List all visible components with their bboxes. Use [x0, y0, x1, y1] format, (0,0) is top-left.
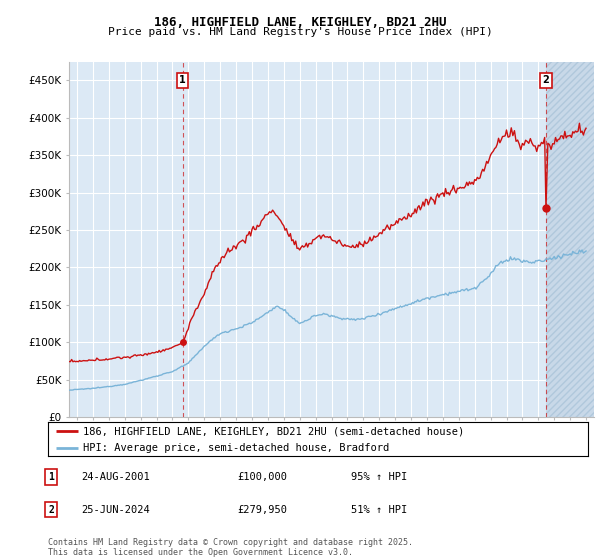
Text: 24-AUG-2001: 24-AUG-2001 [81, 472, 150, 482]
Text: Contains HM Land Registry data © Crown copyright and database right 2025.
This d: Contains HM Land Registry data © Crown c… [48, 538, 413, 557]
Text: 1: 1 [48, 472, 54, 482]
Text: 25-JUN-2024: 25-JUN-2024 [81, 505, 150, 515]
Text: 2: 2 [48, 505, 54, 515]
Text: £279,950: £279,950 [237, 505, 287, 515]
Text: 95% ↑ HPI: 95% ↑ HPI [351, 472, 407, 482]
Text: £100,000: £100,000 [237, 472, 287, 482]
Bar [546, 62, 594, 417]
Text: 186, HIGHFIELD LANE, KEIGHLEY, BD21 2HU (semi-detached house): 186, HIGHFIELD LANE, KEIGHLEY, BD21 2HU … [83, 426, 464, 436]
Text: HPI: Average price, semi-detached house, Bradford: HPI: Average price, semi-detached house,… [83, 443, 389, 452]
Text: Price paid vs. HM Land Registry's House Price Index (HPI): Price paid vs. HM Land Registry's House … [107, 27, 493, 38]
Text: 2: 2 [542, 75, 550, 85]
Text: 1: 1 [179, 75, 186, 85]
Text: 186, HIGHFIELD LANE, KEIGHLEY, BD21 2HU: 186, HIGHFIELD LANE, KEIGHLEY, BD21 2HU [154, 16, 446, 29]
Text: 51% ↑ HPI: 51% ↑ HPI [351, 505, 407, 515]
